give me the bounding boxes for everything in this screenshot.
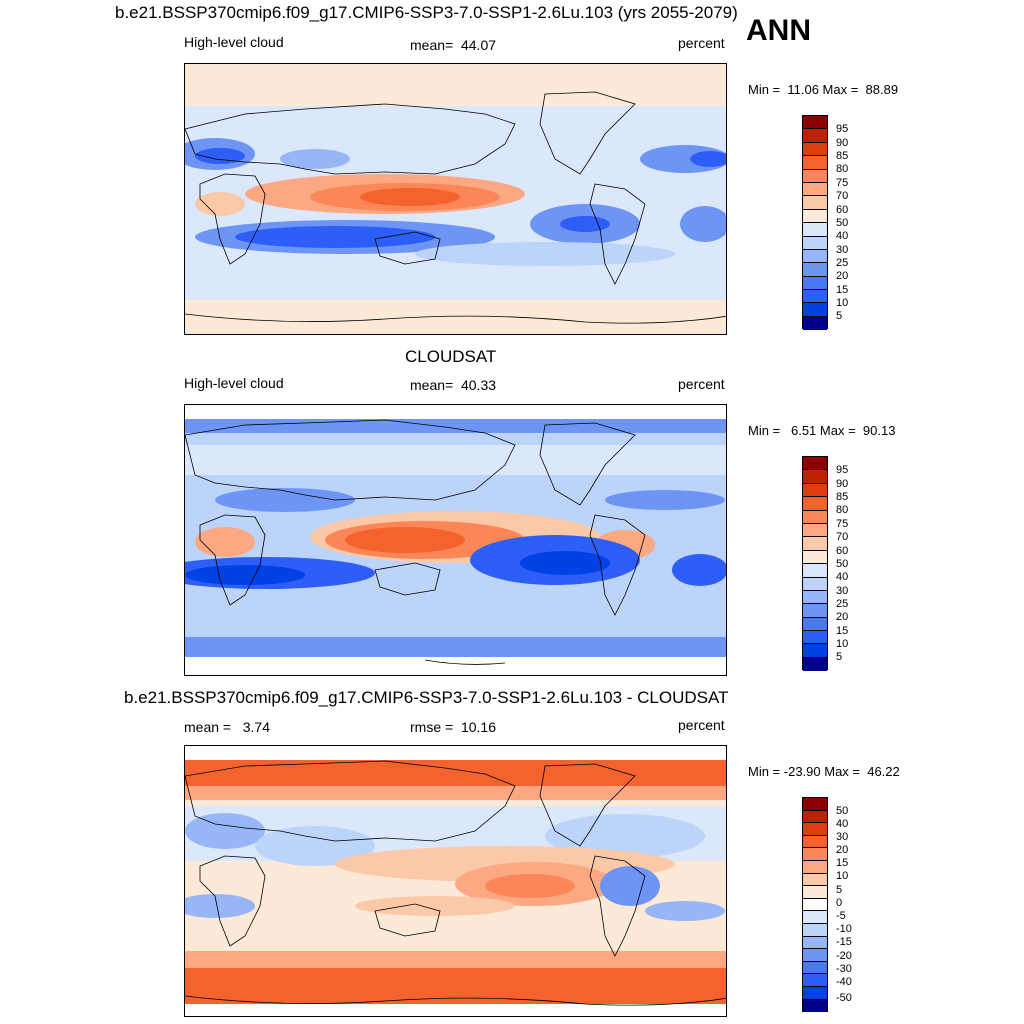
- colorbar-tick: -30: [836, 963, 852, 975]
- colorbar-tick: 95: [836, 464, 849, 476]
- colorbar-tick: 30: [836, 585, 849, 597]
- units-label: percent: [678, 35, 725, 51]
- colorbar-tick: 95: [836, 123, 849, 135]
- colorbar-tick: 50: [836, 805, 849, 817]
- colorbar: [802, 797, 828, 1013]
- colorbar-tick: 15: [836, 857, 849, 869]
- units-label: percent: [678, 717, 725, 733]
- colorbar-tick: 70: [836, 190, 849, 202]
- map-obs: [184, 404, 727, 676]
- colorbar-tick: 40: [836, 230, 849, 242]
- units-label: percent: [678, 376, 725, 392]
- colorbar-tick: 25: [836, 257, 849, 269]
- min-max-label: Min = 11.06 Max = 88.89: [748, 82, 899, 97]
- colorbar-tick: 85: [836, 491, 849, 503]
- colorbar-tick: 20: [836, 611, 849, 623]
- map-diff: [184, 745, 727, 1017]
- panel-title: CLOUDSAT: [405, 347, 497, 366]
- colorbar-tick: 20: [836, 270, 849, 282]
- colorbar-tick: 80: [836, 504, 849, 516]
- colorbar-tick: 90: [836, 137, 849, 149]
- mean-label: mean = 3.74: [184, 719, 271, 735]
- colorbar-tick: 0: [836, 897, 843, 909]
- colorbar-tick: 30: [836, 831, 849, 843]
- colorbar-tick: 80: [836, 163, 849, 175]
- colorbar-tick: 85: [836, 150, 849, 162]
- colorbar-tick: 5: [836, 884, 843, 896]
- colorbar-tick: -40: [836, 976, 852, 988]
- colorbar-tick: 15: [836, 284, 849, 296]
- colorbar-tick: 40: [836, 571, 849, 583]
- colorbar-tick: 60: [836, 545, 849, 557]
- colorbar-tick: -5: [836, 910, 846, 922]
- colorbar-tick: 10: [836, 870, 849, 882]
- colorbar-tick: 75: [836, 177, 849, 189]
- colorbar-tick: 15: [836, 625, 849, 637]
- panel-title: b.e21.BSSP370cmip6.f09_g17.CMIP6-SSP3-7.…: [115, 3, 738, 22]
- colorbar-tick: 90: [836, 478, 849, 490]
- colorbar-tick: 40: [836, 818, 849, 830]
- colorbar-tick: 50: [836, 217, 849, 229]
- mean-label: mean= 40.33: [410, 377, 497, 393]
- min-max-label: Min = 6.51 Max = 90.13: [748, 423, 896, 438]
- colorbar-tick: 60: [836, 204, 849, 216]
- colorbar-tick: 10: [836, 297, 849, 309]
- panel-title: b.e21.BSSP370cmip6.f09_g17.CMIP6-SSP3-7.…: [124, 688, 729, 707]
- colorbar-tick: 5: [836, 651, 843, 663]
- colorbar-tick: -20: [836, 950, 852, 962]
- variable-label: High-level cloud: [184, 375, 284, 391]
- mean-label: mean= 44.07: [410, 37, 497, 53]
- rmse-label: rmse = 10.16: [410, 719, 496, 735]
- colorbar: [802, 456, 828, 672]
- colorbar-tick: 70: [836, 531, 849, 543]
- colorbar-tick: 10: [836, 638, 849, 650]
- colorbar-tick: 20: [836, 844, 849, 856]
- colorbar-tick: 5: [836, 310, 843, 322]
- colorbar-tick: -15: [836, 936, 852, 948]
- map-model: [184, 63, 727, 335]
- colorbar: [802, 115, 828, 331]
- season-label: ANN: [746, 14, 811, 47]
- colorbar-tick: 75: [836, 518, 849, 530]
- colorbar-tick: 25: [836, 598, 849, 610]
- min-max-label: Min = -23.90 Max = 46.22: [748, 764, 900, 779]
- colorbar-tick: 30: [836, 244, 849, 256]
- colorbar-tick: -50: [836, 992, 852, 1004]
- colorbar-tick: -10: [836, 923, 852, 935]
- variable-label: High-level cloud: [184, 34, 284, 50]
- colorbar-tick: 50: [836, 558, 849, 570]
